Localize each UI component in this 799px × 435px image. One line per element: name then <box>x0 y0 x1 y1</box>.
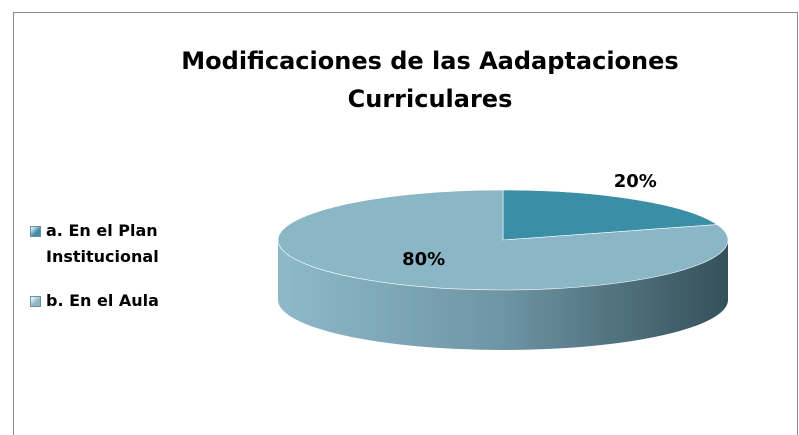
legend-swatch <box>30 296 41 307</box>
legend-label: b. En el Aula <box>46 291 159 310</box>
slice-side <box>278 240 728 350</box>
slice <box>502 189 718 241</box>
legend-item: a. En el Plan Institucional <box>30 218 186 270</box>
slice <box>277 189 729 291</box>
legend-item: b. En el Aula <box>30 288 186 314</box>
data-label: 80% <box>402 249 445 270</box>
data-label: 20% <box>614 171 657 192</box>
chart-title: Modificaciones de las Aadaptaciones Curr… <box>181 47 679 113</box>
legend-label: a. En el Plan Institucional <box>46 221 159 266</box>
legend-swatch <box>30 226 41 237</box>
